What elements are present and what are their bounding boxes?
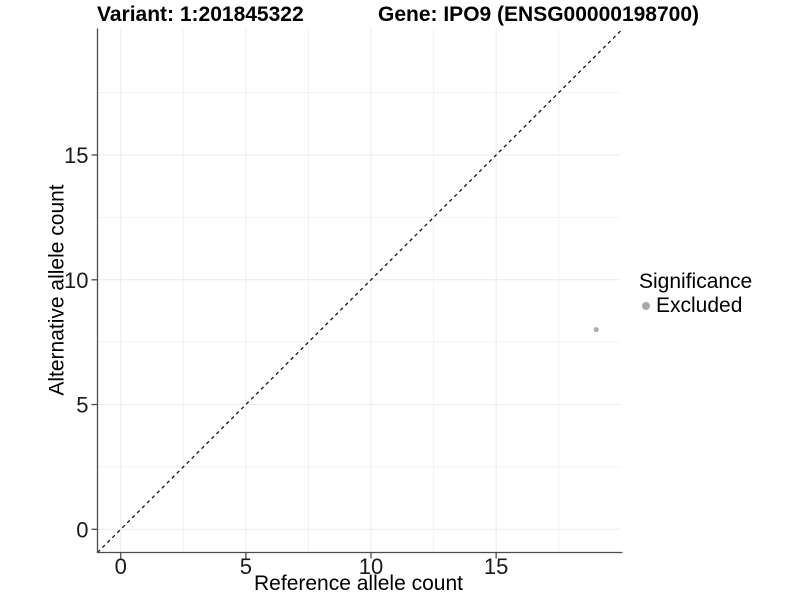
legend-item: Excluded bbox=[642, 295, 752, 316]
legend-title: Significance bbox=[639, 270, 753, 293]
legend-key-dot-icon bbox=[642, 301, 650, 310]
x-tick-label: 10 bbox=[359, 554, 383, 579]
x-tick-label: 0 bbox=[115, 554, 127, 579]
x-tick-label: 5 bbox=[240, 554, 252, 579]
identity-line bbox=[97, 30, 621, 553]
plot-title-variant: Variant: 1:201845322 bbox=[97, 3, 304, 26]
y-axis-title: Alternative allele count bbox=[45, 184, 69, 396]
plot-title-gene: Gene: IPO9 (ENSG00000198700) bbox=[378, 3, 700, 26]
y-tick-label: 15 bbox=[64, 143, 88, 168]
y-tick-label: 0 bbox=[76, 517, 88, 542]
legend: Significance Excluded bbox=[639, 271, 752, 316]
data-point bbox=[593, 327, 599, 333]
y-tick-label: 5 bbox=[76, 393, 88, 418]
x-tick-label: 15 bbox=[484, 554, 508, 579]
x-axis-title: Reference allele count bbox=[254, 572, 463, 595]
y-tick-label: 10 bbox=[64, 268, 88, 293]
legend-item-label: Excluded bbox=[656, 294, 743, 317]
